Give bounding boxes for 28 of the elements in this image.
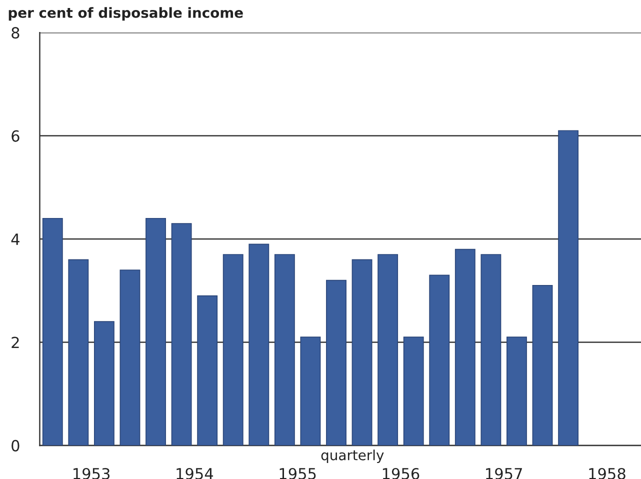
y-tick-label: 6 bbox=[12, 130, 20, 142]
y-axis-title: per cent of disposable income bbox=[8, 7, 243, 21]
bar bbox=[94, 321, 114, 446]
bar bbox=[68, 259, 89, 446]
bar bbox=[120, 270, 140, 446]
bar bbox=[197, 295, 218, 446]
bar bbox=[480, 254, 502, 446]
bar bbox=[352, 259, 372, 446]
bar bbox=[248, 244, 270, 446]
x-axis-title: quarterly bbox=[321, 450, 384, 464]
bar bbox=[403, 336, 424, 446]
bar bbox=[326, 280, 346, 446]
bar bbox=[42, 218, 63, 446]
y-tick-label: 8 bbox=[12, 27, 20, 39]
bar bbox=[222, 254, 244, 446]
bar bbox=[171, 223, 192, 446]
bar bbox=[146, 218, 166, 446]
bar bbox=[454, 248, 476, 446]
y-tick-label: 0 bbox=[12, 440, 20, 452]
bar bbox=[300, 336, 321, 446]
bar bbox=[274, 254, 295, 446]
y-tick-label: 2 bbox=[12, 336, 19, 348]
bar bbox=[558, 130, 579, 446]
bar bbox=[378, 254, 398, 446]
y-tick-label: 4 bbox=[11, 234, 20, 245]
bar bbox=[532, 285, 553, 446]
bar bbox=[506, 336, 527, 446]
bar bbox=[429, 274, 450, 446]
